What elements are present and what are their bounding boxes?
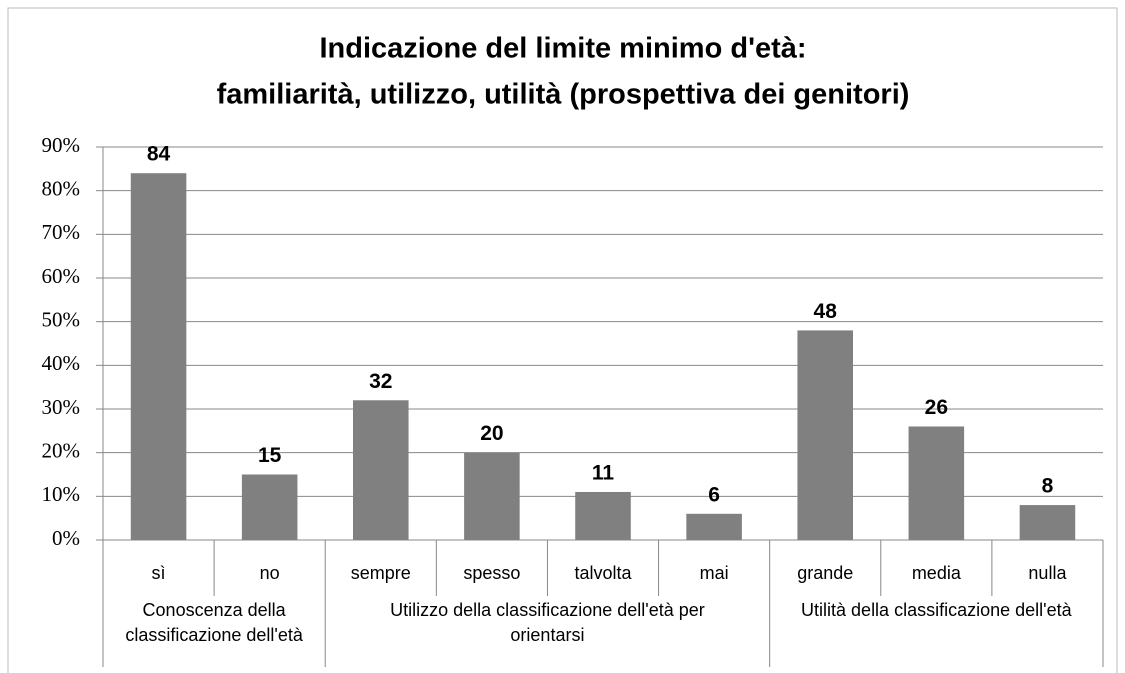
bar — [686, 513, 742, 540]
bar — [1019, 505, 1076, 540]
x-tick-label: grande — [797, 563, 853, 583]
y-tick-label: 60% — [42, 264, 81, 288]
group-label: classificazione dell'età — [125, 625, 304, 645]
data-label: 11 — [592, 462, 615, 485]
data-label: 8 — [1042, 475, 1054, 498]
x-tick-label: media — [912, 563, 962, 583]
data-label: 32 — [369, 370, 392, 393]
group-label: Conoscenza della — [143, 600, 287, 620]
group-label: Utilità della classificazione dell'età — [801, 600, 1073, 620]
x-tick-label: mai — [700, 563, 729, 583]
y-tick-label: 0% — [52, 526, 80, 550]
bar — [908, 426, 965, 540]
bar — [797, 330, 853, 540]
x-tick-label: no — [260, 563, 280, 583]
y-tick-label: 10% — [42, 482, 81, 506]
data-label: 26 — [925, 396, 948, 419]
data-label: 15 — [258, 444, 282, 467]
y-tick-label: 90% — [42, 133, 81, 157]
bar — [575, 491, 631, 540]
x-tick-label: talvolta — [574, 563, 632, 583]
data-label: 84 — [147, 143, 171, 166]
group-label: orientarsi — [510, 625, 584, 645]
y-tick-label: 30% — [42, 395, 81, 419]
data-label: 6 — [708, 483, 720, 506]
x-tick-label: nulla — [1028, 563, 1067, 583]
x-tick-label: sì — [152, 563, 166, 583]
y-tick-label: 50% — [42, 307, 81, 331]
data-label: 48 — [814, 300, 838, 323]
chart-title: familiarità, utilizzo, utilità (prospett… — [217, 79, 910, 111]
bar — [241, 474, 298, 540]
y-tick-label: 70% — [42, 220, 81, 244]
bar — [464, 452, 520, 540]
chart-title: Indicazione del limite minimo d'età: — [319, 33, 806, 65]
data-label: 20 — [480, 422, 503, 445]
x-tick-label: spesso — [463, 563, 520, 583]
bar — [130, 173, 187, 540]
y-tick-label: 40% — [42, 351, 81, 375]
bar — [353, 400, 409, 540]
group-label: Utilizzo della classificazione dell'età … — [390, 600, 705, 620]
x-tick-label: sempre — [351, 563, 411, 583]
chart-frame — [7, 7, 1118, 673]
y-tick-label: 80% — [42, 176, 81, 200]
y-tick-label: 20% — [42, 438, 81, 462]
